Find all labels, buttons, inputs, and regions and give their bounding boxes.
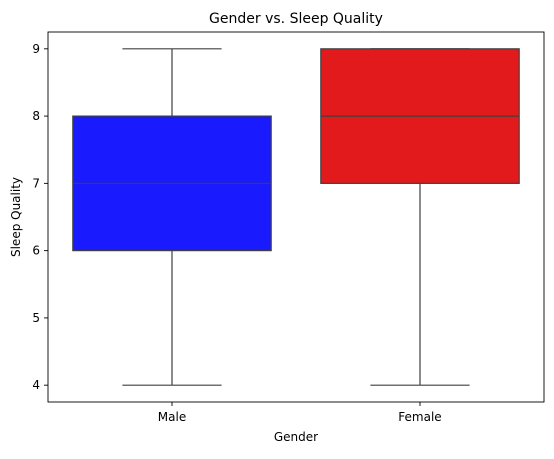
plot-frame xyxy=(47,31,545,403)
y-tick-label-7: 7 xyxy=(32,176,40,190)
y-tick-label-6: 6 xyxy=(32,244,40,258)
box-group-male xyxy=(72,48,272,386)
y-tick-label-4: 4 xyxy=(32,378,40,392)
box-group-female xyxy=(320,48,520,386)
y-tick-label-9: 9 xyxy=(32,42,40,56)
plot-area: 4 5 6 7 8 9 Male Female xyxy=(32,31,545,424)
y-axis-label: Sleep Quality xyxy=(9,177,23,257)
x-tick-label-male: Male xyxy=(158,410,186,424)
x-tick-label-female: Female xyxy=(398,410,441,424)
y-tick-label-5: 5 xyxy=(32,311,40,325)
chart-title: Gender vs. Sleep Quality xyxy=(209,11,383,27)
x-axis-label: Gender xyxy=(274,430,318,444)
y-tick-label-8: 8 xyxy=(32,109,40,123)
